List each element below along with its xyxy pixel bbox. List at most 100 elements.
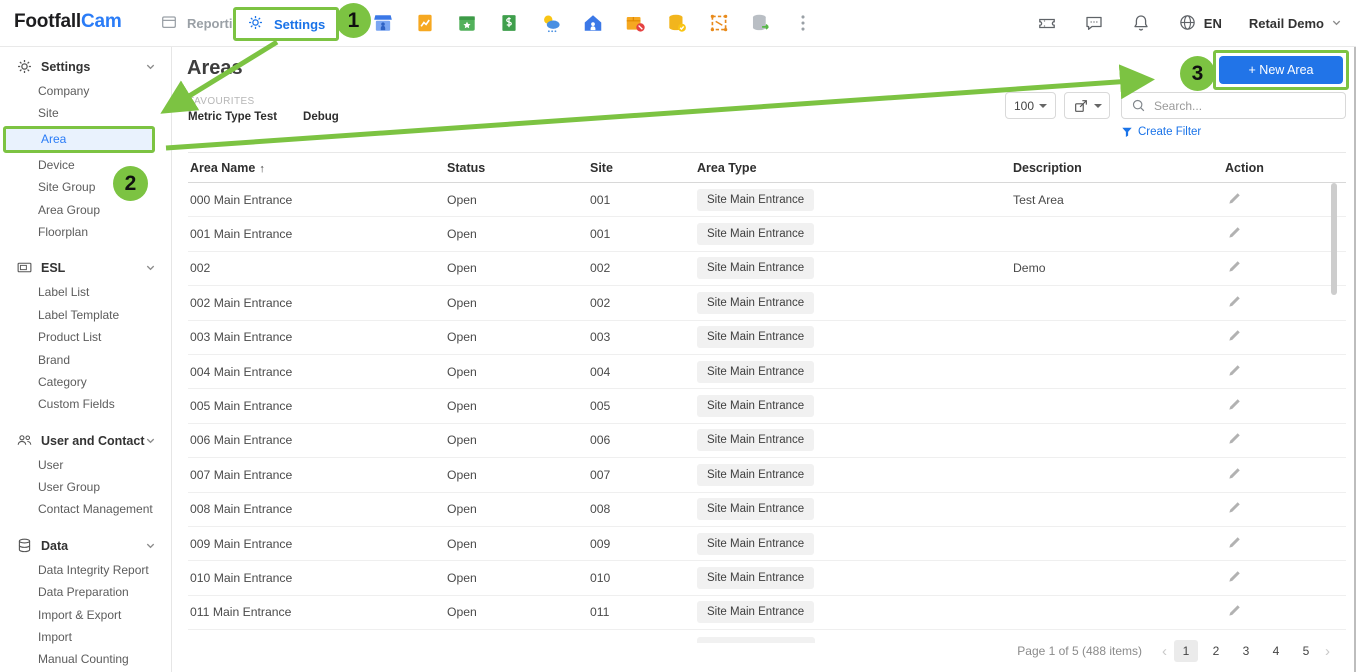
more-apps-icon[interactable] <box>792 12 814 34</box>
column-header-site[interactable]: Site <box>588 153 695 183</box>
edit-button[interactable] <box>1227 500 1242 515</box>
vertical-scrollbar[interactable] <box>1331 183 1337 295</box>
page-size-select[interactable]: 100 <box>1005 92 1056 119</box>
search-input[interactable] <box>1152 97 1326 114</box>
sidebar-item-data-integrity-report[interactable]: Data Integrity Report <box>38 562 149 577</box>
sidebar-item-site[interactable]: Site <box>38 106 59 121</box>
sidebar-item-import-export[interactable]: Import & Export <box>38 607 122 622</box>
sidebar-item-floorplan[interactable]: Floorplan <box>38 224 89 239</box>
page-button-4[interactable]: 4 <box>1272 644 1280 658</box>
cell-area-name: 003 Main Entrance <box>188 320 445 355</box>
sidebar-item-area-group[interactable]: Area Group <box>38 202 101 217</box>
cell-site: 004 <box>588 354 695 390</box>
sidebar-item-manual-counting[interactable]: Manual Counting <box>38 652 129 667</box>
database-check-icon[interactable] <box>666 12 688 34</box>
ticket-icon[interactable] <box>1037 13 1057 33</box>
sidebar-section-header-esl[interactable]: ESL <box>0 255 171 281</box>
cell-action <box>1223 216 1346 252</box>
column-header-action[interactable]: Action <box>1223 153 1346 183</box>
edit-button[interactable] <box>1227 535 1242 550</box>
table-row: 011 Main Entrance Open 011 Site Main Entran… <box>188 595 1346 631</box>
edit-button[interactable] <box>1227 431 1242 446</box>
report-icon[interactable] <box>414 12 436 34</box>
cell-area-type: Site Main Entrance <box>695 251 1011 287</box>
sales-receipt-icon[interactable] <box>498 12 520 34</box>
step-3-highlight-box: + New Area <box>1213 50 1349 90</box>
favourite-link-debug[interactable]: Debug <box>303 111 339 123</box>
area-type-badge: Site Main Entrance <box>697 566 815 589</box>
edit-button[interactable] <box>1227 603 1242 618</box>
floorplan-icon[interactable] <box>708 12 730 34</box>
favourite-link-metric-type-test[interactable]: Metric Type Test <box>188 111 278 123</box>
cell-area-type: Site Main Entrance <box>695 595 1011 631</box>
language-label: EN <box>1203 15 1222 31</box>
weather-icon[interactable] <box>540 12 562 34</box>
column-header-area-type[interactable]: Area Type <box>695 153 1011 183</box>
sidebar-item-category[interactable]: Category <box>38 374 87 389</box>
export-menu-button[interactable] <box>1064 92 1110 119</box>
sidebar-item-contact-management[interactable]: Contact Management <box>38 502 153 517</box>
sidebar-item-area[interactable]: Area <box>6 128 152 150</box>
language-selector[interactable]: EN <box>1178 13 1222 33</box>
page-button-3[interactable]: 3 <box>1242 644 1250 658</box>
edit-button[interactable] <box>1227 328 1242 343</box>
edit-button[interactable] <box>1227 569 1242 584</box>
sidebar-item-label-template[interactable]: Label Template <box>38 307 120 322</box>
database-sync-icon[interactable] <box>750 12 772 34</box>
sidebar-item-company[interactable]: Company <box>38 84 90 98</box>
sidebar-item-site-group[interactable]: Site Group <box>38 180 96 195</box>
filter-icon <box>1121 126 1133 138</box>
sidebar-item-label-list[interactable]: Label List <box>38 285 90 300</box>
comment-icon[interactable] <box>1084 13 1104 33</box>
cell-action <box>1223 320 1346 355</box>
edit-button[interactable] <box>1227 259 1242 274</box>
sidebar-item-device[interactable]: Device <box>38 157 75 172</box>
bell-icon[interactable] <box>1131 13 1151 33</box>
edit-button[interactable] <box>1227 191 1242 206</box>
store-icon[interactable] <box>372 12 394 34</box>
edit-button[interactable] <box>1227 397 1242 412</box>
search-box[interactable] <box>1121 92 1346 119</box>
table-row: 002 Open 002 Site Main Entrance Demo <box>188 251 1346 287</box>
chevron-left-icon[interactable]: ‹ <box>1162 642 1167 660</box>
sidebar-item-brand[interactable]: Brand <box>38 352 71 367</box>
cell-status: Open <box>445 560 588 596</box>
new-area-button[interactable]: + New Area <box>1219 56 1343 84</box>
calendar-star-icon[interactable] <box>456 12 478 34</box>
area-type-badge: Site Main Entrance <box>697 429 815 452</box>
sidebar-item-user-group[interactable]: User Group <box>38 480 101 495</box>
cell-action <box>1223 354 1346 390</box>
sidebar-item-custom-fields[interactable]: Custom Fields <box>38 397 115 412</box>
edit-button[interactable] <box>1227 294 1242 309</box>
sidebar-section-header-settings[interactable]: Settings <box>0 54 171 80</box>
create-filter-link[interactable]: Create Filter <box>1121 126 1201 138</box>
page-button-2[interactable]: 2 <box>1212 644 1220 658</box>
sidebar-item-data-preparation[interactable]: Data Preparation <box>38 585 129 600</box>
sidebar-section-header-user-and-contact[interactable]: User and Contact <box>0 428 171 454</box>
edit-button[interactable] <box>1227 363 1242 378</box>
package-alert-icon[interactable] <box>624 12 646 34</box>
page-button-1[interactable]: 1 <box>1174 640 1198 662</box>
chevron-right-icon[interactable]: › <box>1325 642 1330 660</box>
column-header-description[interactable]: Description <box>1011 153 1223 183</box>
edit-button[interactable] <box>1227 225 1242 240</box>
cell-area-name: 000 Main Entrance <box>188 182 445 218</box>
column-header-area-name[interactable]: Area Name ↑ <box>188 153 445 183</box>
sidebar-item-user[interactable]: User <box>38 457 64 472</box>
edit-button[interactable] <box>1227 466 1242 481</box>
account-menu[interactable]: Retail Demo <box>1249 16 1343 31</box>
nav-settings[interactable]: Settings <box>236 10 336 38</box>
page-button-5[interactable]: 5 <box>1302 644 1310 658</box>
cell-description <box>1011 457 1223 493</box>
cell-action <box>1223 492 1346 527</box>
area-type-badge: Site Main Entrance <box>697 326 815 349</box>
column-header-status[interactable]: Status <box>445 153 588 183</box>
cell-site: 005 <box>588 388 695 424</box>
cell-status: Open <box>445 388 588 424</box>
sidebar-section-header-data[interactable]: Data <box>0 533 171 559</box>
sidebar-item-import[interactable]: Import <box>38 630 73 645</box>
cell-site: 009 <box>588 526 695 562</box>
sidebar-item-product-list[interactable]: Product List <box>38 330 102 345</box>
home-icon[interactable] <box>582 12 604 34</box>
cell-status: Open <box>445 526 588 562</box>
